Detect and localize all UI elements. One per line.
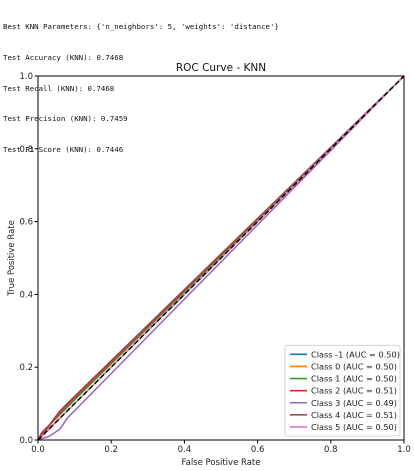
console-line-recall: Test Recall (KNN): 0.7468 <box>3 83 115 93</box>
y-tick-label-3: 0.6 <box>19 218 33 228</box>
x-axis-label: False Positive Rate <box>182 458 261 468</box>
series-line-4 <box>37 75 405 441</box>
y-tick-label-0: 0.0 <box>19 436 33 446</box>
x-tick-label-3: 0.6 <box>251 445 265 455</box>
chart-title: ROC Curve - KNN <box>176 62 266 74</box>
y-tick-label-5: 1.0 <box>19 72 33 82</box>
plot-frame <box>37 75 405 441</box>
series-line-3 <box>37 75 405 441</box>
x-tick-label-0: 0.0 <box>31 445 45 455</box>
y-tick-label-4: 0.8 <box>19 145 33 155</box>
console-output: Best KNN Parameters: {'n_neighbors': 5, … <box>3 2 279 165</box>
legend: Class -1 (AUC = 0.50) Class 0 (AUC = 0.50… <box>284 344 401 437</box>
y-axis-label: True Positive Rate <box>7 220 17 297</box>
legend-label-1: Class 0 (AUC = 0.50) <box>311 361 397 371</box>
x-tick-label-2: 0.4 <box>178 445 192 455</box>
legend-label-3: Class 2 (AUC = 0.51) <box>311 386 397 396</box>
series-line-5 <box>37 75 405 441</box>
console-line-best-params: Best KNN Parameters: {'n_neighbors': 5, … <box>3 22 279 32</box>
console-line-f1: Test F1 Score (KNN): 0.7446 <box>3 144 124 154</box>
legend-label-4: Class 3 (AUC = 0.49) <box>311 398 397 408</box>
y-tick-label-1: 0.2 <box>19 363 33 373</box>
legend-label-2: Class 1 (AUC = 0.50) <box>311 374 397 384</box>
console-line-accuracy: Test Accuracy (KNN): 0.7468 <box>3 53 124 62</box>
legend-box <box>284 344 401 437</box>
legend-label-0: Class -1 (AUC = 0.50) <box>311 349 400 359</box>
x-tick-label-4: 0.8 <box>324 445 338 455</box>
axis-ticks: 0.00.0 0.2 0.2 0.4 0.4 0.6 0.6 0.8 0.8 1.0 1.0 <box>19 72 410 455</box>
legend-label-6: Class 5 (AUC = 0.50) <box>311 422 397 432</box>
x-tick-label-1: 0.2 <box>104 445 118 455</box>
x-tick-label-5: 1.0 <box>397 445 411 455</box>
diagonal-reference-line <box>37 75 405 441</box>
plot-area <box>37 75 405 441</box>
legend-label-5: Class 4 (AUC = 0.51) <box>311 410 397 420</box>
console-line-precision: Test Precision (KNN): 0.7459 <box>3 114 128 124</box>
y-tick-label-2: 0.4 <box>19 290 33 300</box>
